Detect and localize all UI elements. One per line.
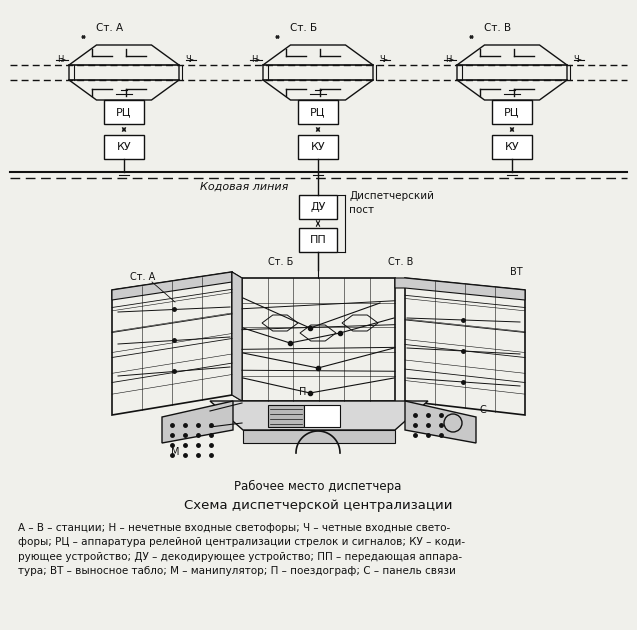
Text: Ст. В: Ст. В (388, 257, 413, 267)
Text: РЦ: РЦ (505, 107, 520, 117)
Bar (299, 195, 337, 219)
Text: ПП: ПП (310, 235, 326, 245)
Text: Рабочее место диспетчера: Рабочее место диспетчера (234, 480, 402, 493)
Polygon shape (210, 401, 428, 430)
Polygon shape (405, 401, 476, 443)
Polygon shape (232, 272, 242, 401)
Text: Диспетчерский
пост: Диспетчерский пост (349, 192, 434, 215)
Bar (298, 100, 338, 124)
Polygon shape (342, 315, 378, 331)
Polygon shape (457, 45, 567, 100)
Bar (104, 100, 144, 124)
Polygon shape (242, 278, 395, 401)
Text: Ч: Ч (573, 55, 579, 64)
Polygon shape (405, 278, 525, 415)
Text: КУ: КУ (311, 142, 326, 152)
Text: Н: Н (57, 55, 63, 64)
Text: Ст. Б: Ст. Б (290, 23, 317, 33)
Text: С: С (480, 405, 487, 415)
Text: РЦ: РЦ (310, 107, 326, 117)
Text: ДУ: ДУ (310, 202, 326, 212)
Text: Ст. В: Ст. В (484, 23, 511, 33)
Bar (268, 405, 304, 427)
Text: П: П (299, 387, 306, 397)
Polygon shape (243, 430, 395, 443)
Text: Н: Н (250, 55, 257, 64)
Bar (104, 135, 144, 159)
Polygon shape (69, 45, 179, 100)
Polygon shape (112, 272, 232, 415)
Polygon shape (232, 272, 242, 401)
Text: КУ: КУ (505, 142, 519, 152)
Text: Н: Н (445, 55, 451, 64)
Text: Ст. А: Ст. А (96, 23, 123, 33)
Bar (492, 100, 532, 124)
Polygon shape (262, 315, 298, 331)
Text: РЦ: РЦ (116, 107, 132, 117)
Text: Кодовая линия: Кодовая линия (200, 182, 289, 192)
Text: Ст. А: Ст. А (130, 272, 155, 282)
Text: Ч: Ч (185, 55, 190, 64)
Text: Схема диспетчерской централизации: Схема диспетчерской централизации (183, 499, 452, 512)
Bar (304, 405, 340, 427)
Polygon shape (112, 272, 232, 300)
Text: А – В – станции; Н – нечетные входные светофоры; Ч – четные входные свето-
форы;: А – В – станции; Н – нечетные входные св… (18, 523, 465, 576)
Text: КУ: КУ (117, 142, 131, 152)
Text: М: М (171, 447, 179, 457)
Text: Ч: Ч (379, 55, 385, 64)
Polygon shape (300, 325, 336, 341)
Polygon shape (162, 401, 233, 443)
Bar (298, 135, 338, 159)
Bar (492, 135, 532, 159)
Text: ВТ: ВТ (510, 267, 522, 277)
Text: Ст. Б: Ст. Б (268, 257, 294, 267)
Polygon shape (395, 278, 525, 300)
Bar (299, 228, 337, 252)
Polygon shape (263, 45, 373, 100)
